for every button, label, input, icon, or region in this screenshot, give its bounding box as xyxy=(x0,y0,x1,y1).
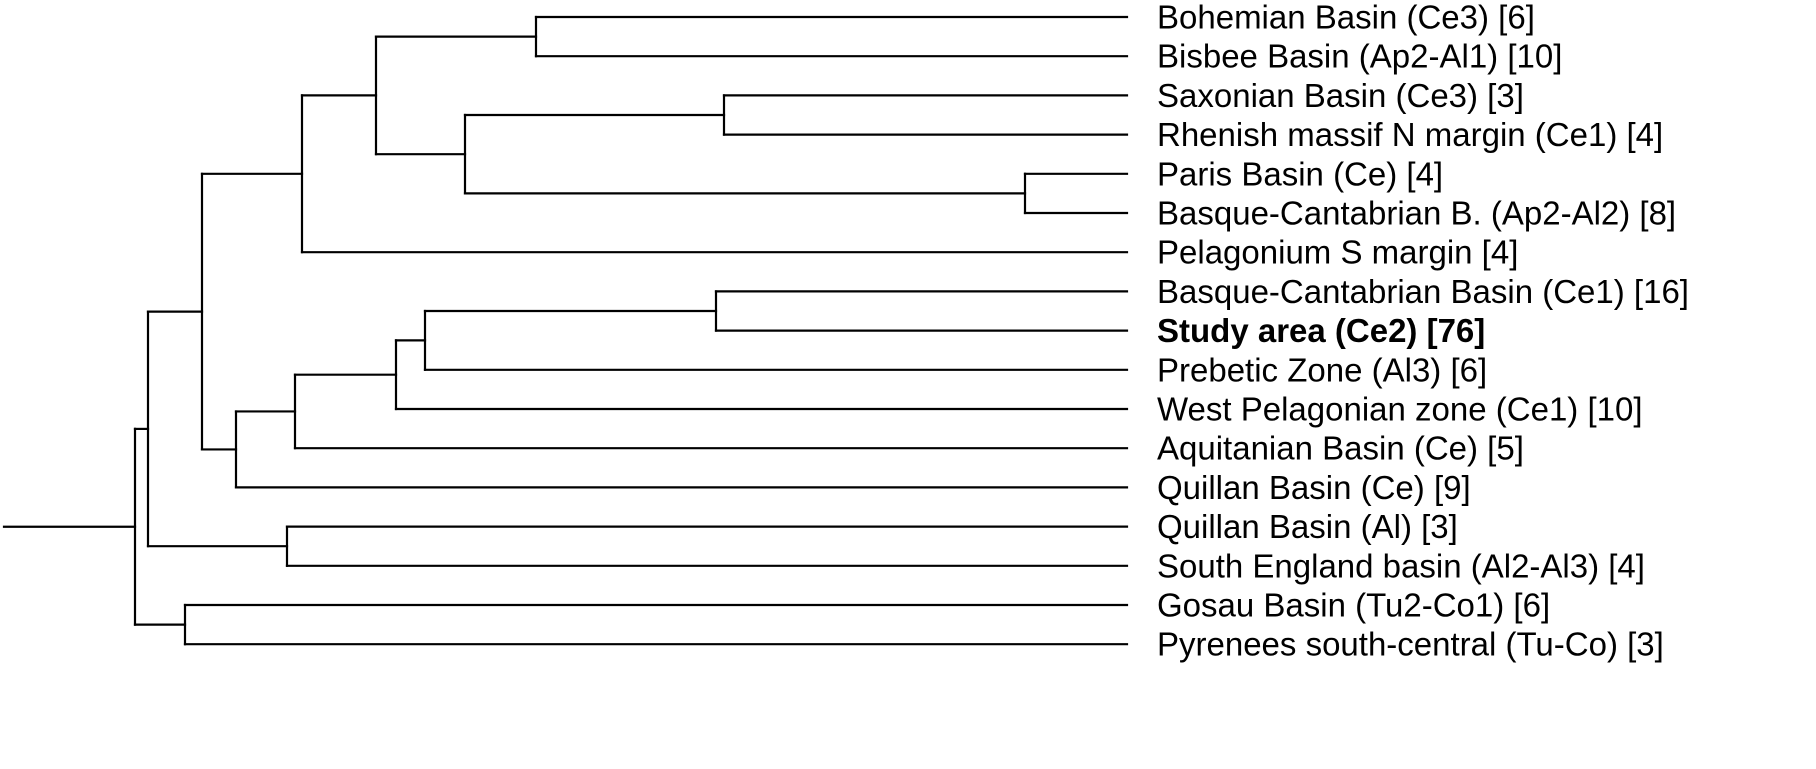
leaf-label: Rhenish massif N margin (Ce1) [4] xyxy=(1157,116,1663,153)
leaf-label: Quillan Basin (Al) [3] xyxy=(1157,508,1458,545)
leaf-label: South England basin (Al2-Al3) [4] xyxy=(1157,547,1645,584)
leaf-label: Quillan Basin (Ce) [9] xyxy=(1157,469,1471,506)
dendrogram-branches xyxy=(2,15,1129,646)
leaf-label: Basque-Cantabrian Basin (Ce1) [16] xyxy=(1157,273,1689,310)
leaf-label: Pyrenees south-central (Tu-Co) [3] xyxy=(1157,626,1664,663)
leaf-label: Gosau Basin (Tu2-Co1) [6] xyxy=(1157,587,1550,624)
leaf-label: Prebetic Zone (Al3) [6] xyxy=(1157,351,1487,388)
leaf-label: West Pelagonian zone (Ce1) [10] xyxy=(1157,391,1643,428)
leaf-label: Bisbee Basin (Ap2-Al1) [10] xyxy=(1157,38,1562,75)
leaf-label: Bohemian Basin (Ce3) [6] xyxy=(1157,0,1535,36)
leaf-label: Paris Basin (Ce) [4] xyxy=(1157,155,1443,192)
leaf-label: Study area (Ce2) [76] xyxy=(1157,312,1485,349)
leaf-labels: Bohemian Basin (Ce3) [6]Bisbee Basin (Ap… xyxy=(1157,0,1689,663)
leaf-label: Saxonian Basin (Ce3) [3] xyxy=(1157,77,1524,114)
leaf-label: Basque-Cantabrian B. (Ap2-Al2) [8] xyxy=(1157,195,1676,232)
leaf-label: Pelagonium S margin [4] xyxy=(1157,234,1518,271)
leaf-label: Aquitanian Basin (Ce) [5] xyxy=(1157,430,1524,467)
